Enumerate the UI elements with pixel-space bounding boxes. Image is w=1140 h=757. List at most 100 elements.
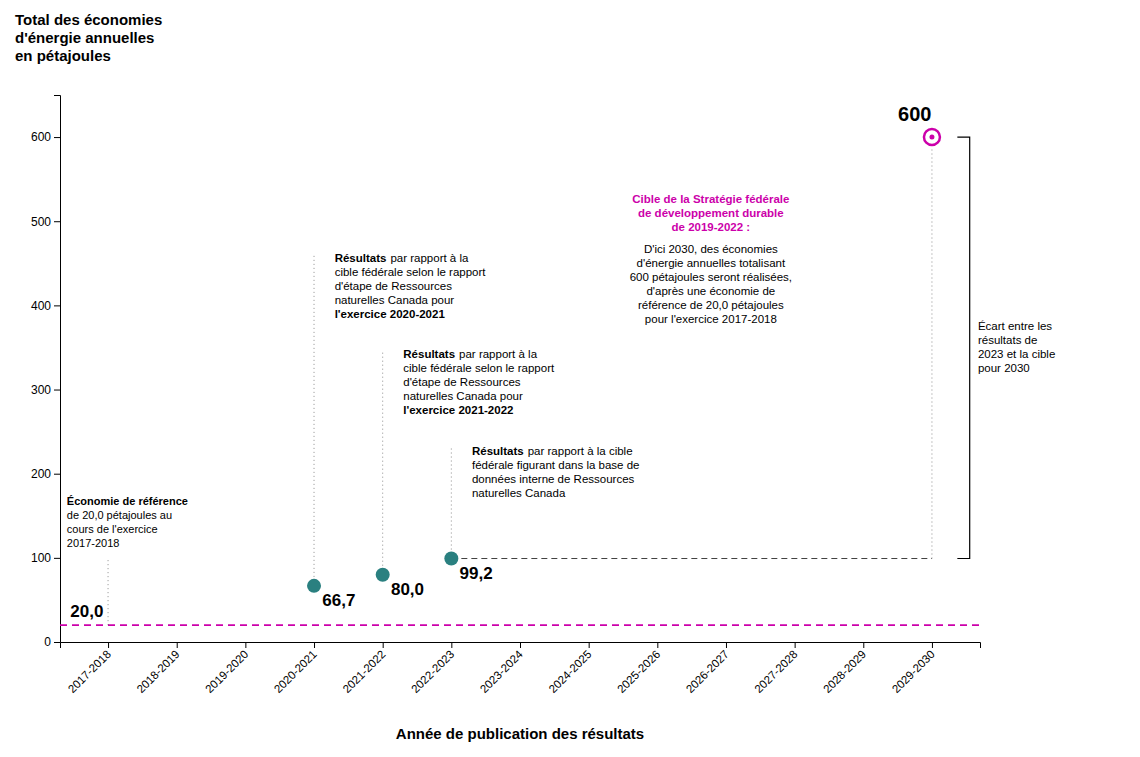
annotation-heading: Résultats (335, 252, 387, 264)
x-tick: 2019-2020 (203, 642, 250, 695)
x-tick: 2022-2023 (409, 642, 456, 695)
x-tick-mark (245, 642, 246, 648)
annotation-text-line: par rapport à la (390, 252, 469, 264)
x-tick: 2020-2021 (272, 642, 319, 695)
x-tick-label: 2018-2019 (134, 648, 181, 695)
x-tick-label: 2026-2027 (684, 648, 731, 695)
target-heading-line: de 2019-2022 : (672, 221, 751, 233)
y-tick: 400 (31, 299, 60, 313)
y-tick-label: 400 (31, 299, 51, 313)
chart-title-line: Total des économies (15, 11, 162, 28)
x-tick: 2029-2030 (890, 642, 937, 695)
x-tick-mark (863, 642, 864, 648)
gap-label-line: pour 2030 (978, 362, 1030, 374)
x-tick-label: 2025-2026 (615, 648, 662, 695)
x-tick: 2023-2024 (478, 642, 526, 695)
x-tick: 2027-2028 (752, 642, 799, 695)
target-text-line: référence de 20,0 pétajoules (638, 299, 784, 311)
annotation-text: par rapport à la cible fédérale selon le … (403, 348, 555, 402)
target-text-line: d'énergie annuelles totalisant (637, 257, 786, 269)
x-tick: 2024-2025 (546, 642, 593, 695)
x-tick-label: 2020-2021 (272, 648, 319, 695)
y-axis-line (54, 96, 61, 643)
data-point (444, 552, 458, 566)
x-tick-label: 2027-2028 (752, 648, 799, 695)
x-tick-mark (932, 642, 933, 648)
y-tick-label: 100 (31, 551, 51, 565)
x-tick: 2026-2027 (684, 642, 731, 695)
target-text-line: d'après une économie de (646, 285, 775, 297)
x-axis-line (61, 643, 981, 649)
x-tick: 2025-2026 (615, 642, 662, 695)
target-text-line: D'ici 2030, des économies (644, 243, 778, 255)
x-tick-mark (657, 642, 658, 648)
y-tick-label: 500 (31, 215, 51, 229)
x-tick: 2018-2019 (134, 642, 181, 695)
chart-title-line: en pétajoules (15, 47, 111, 64)
annotation-text: par rapport à la cible fédérale selon le … (335, 252, 487, 306)
data-point (307, 579, 321, 593)
target-text: D'ici 2030, des économies d'énergie annue… (630, 243, 792, 325)
reference-label: 20,0 (70, 602, 103, 621)
chart-title-line: d'énergie annuelles (15, 29, 154, 46)
annotation-text-line: par rapport à la (459, 348, 538, 360)
y-tick: 0 (44, 635, 60, 649)
annotation-leader (382, 350, 383, 565)
x-tick-mark (589, 642, 590, 648)
x-tick-label: 2024-2025 (546, 648, 593, 695)
x-tick-label: 2023-2024 (478, 647, 526, 695)
x-tick-label: 2028-2029 (821, 648, 868, 695)
annotation-text-line: cible fédérale selon le rapport (403, 362, 555, 374)
y-tick-mark (54, 642, 60, 643)
x-tick-mark (314, 642, 315, 648)
annotation-heading: Résultats (403, 348, 455, 360)
reference-leader (108, 557, 109, 625)
annotation-emphasis: l'exercice 2020-2021 (335, 308, 446, 320)
gap-label-line: 2023 et la cible (978, 348, 1055, 360)
x-tick-mark (451, 642, 452, 648)
gap-bracket (957, 137, 969, 558)
annotation-text: par rapport à la ciblefédérale figurant … (472, 445, 640, 499)
y-tick-mark (54, 221, 60, 222)
chart: 0 100 200 300 400 500 600 2017-2018 2018-2019 201… (0, 0, 1140, 757)
y-tick: 100 (31, 551, 60, 565)
annotation-text-line: cible fédérale selon le rapport (335, 266, 487, 278)
y-tick-label: 300 (31, 383, 51, 397)
marks (60, 129, 980, 625)
x-tick: 2017-2018 (66, 642, 113, 695)
y-tick-mark (54, 137, 60, 138)
y-tick-label: 200 (31, 467, 51, 481)
gap-label-line: Écart entre les (978, 320, 1052, 332)
annotation-leader (314, 254, 315, 577)
annotation-text-line: naturelles Canada (472, 487, 566, 499)
reference-line (60, 624, 980, 626)
y-tick-mark (54, 474, 60, 475)
target-heading-line: Cible de la Stratégie fédérale (632, 193, 789, 205)
target-heading: Cible de la Stratégie fédéralede dévelop… (632, 193, 789, 233)
x-tick-mark (726, 642, 727, 648)
data-label: 66,7 (322, 591, 355, 610)
y-tick-mark (54, 390, 60, 391)
annotation-text-line: d'étape de Ressources (335, 280, 453, 292)
annotation-text-line: d'étape de Ressources (403, 376, 521, 388)
y-tick-mark (54, 558, 60, 559)
x-tick-mark (177, 642, 178, 648)
y-tick: 300 (31, 383, 60, 397)
x-tick-mark (795, 642, 796, 648)
annotation-text-line: par rapport à la cible (528, 445, 633, 457)
data-label: 80,0 (391, 580, 424, 599)
y-tick: 200 (31, 467, 60, 481)
plot: 0 100 200 300 400 500 600 2017-2018 2018-2019 201… (31, 96, 1055, 696)
target-label: 600 (898, 103, 931, 125)
target-text-line: pour l'exercice 2017-2018 (645, 313, 777, 325)
reference-text-line: de 20,0 pétajoules au (67, 509, 172, 521)
gap-label: Écart entre lesrésultats de2023 et la ci… (978, 320, 1055, 374)
x-tick-label: 2021-2022 (340, 648, 387, 695)
annotation-text-line: données interne de Ressources (472, 473, 635, 485)
reference-heading-line: Économie de référence (67, 495, 188, 507)
y-tick-mark (54, 305, 60, 306)
x-axis-label: Année de publication des résultats (396, 725, 644, 742)
data-point (376, 568, 390, 582)
data-label: 99,2 (460, 564, 493, 583)
target-point (924, 129, 940, 145)
